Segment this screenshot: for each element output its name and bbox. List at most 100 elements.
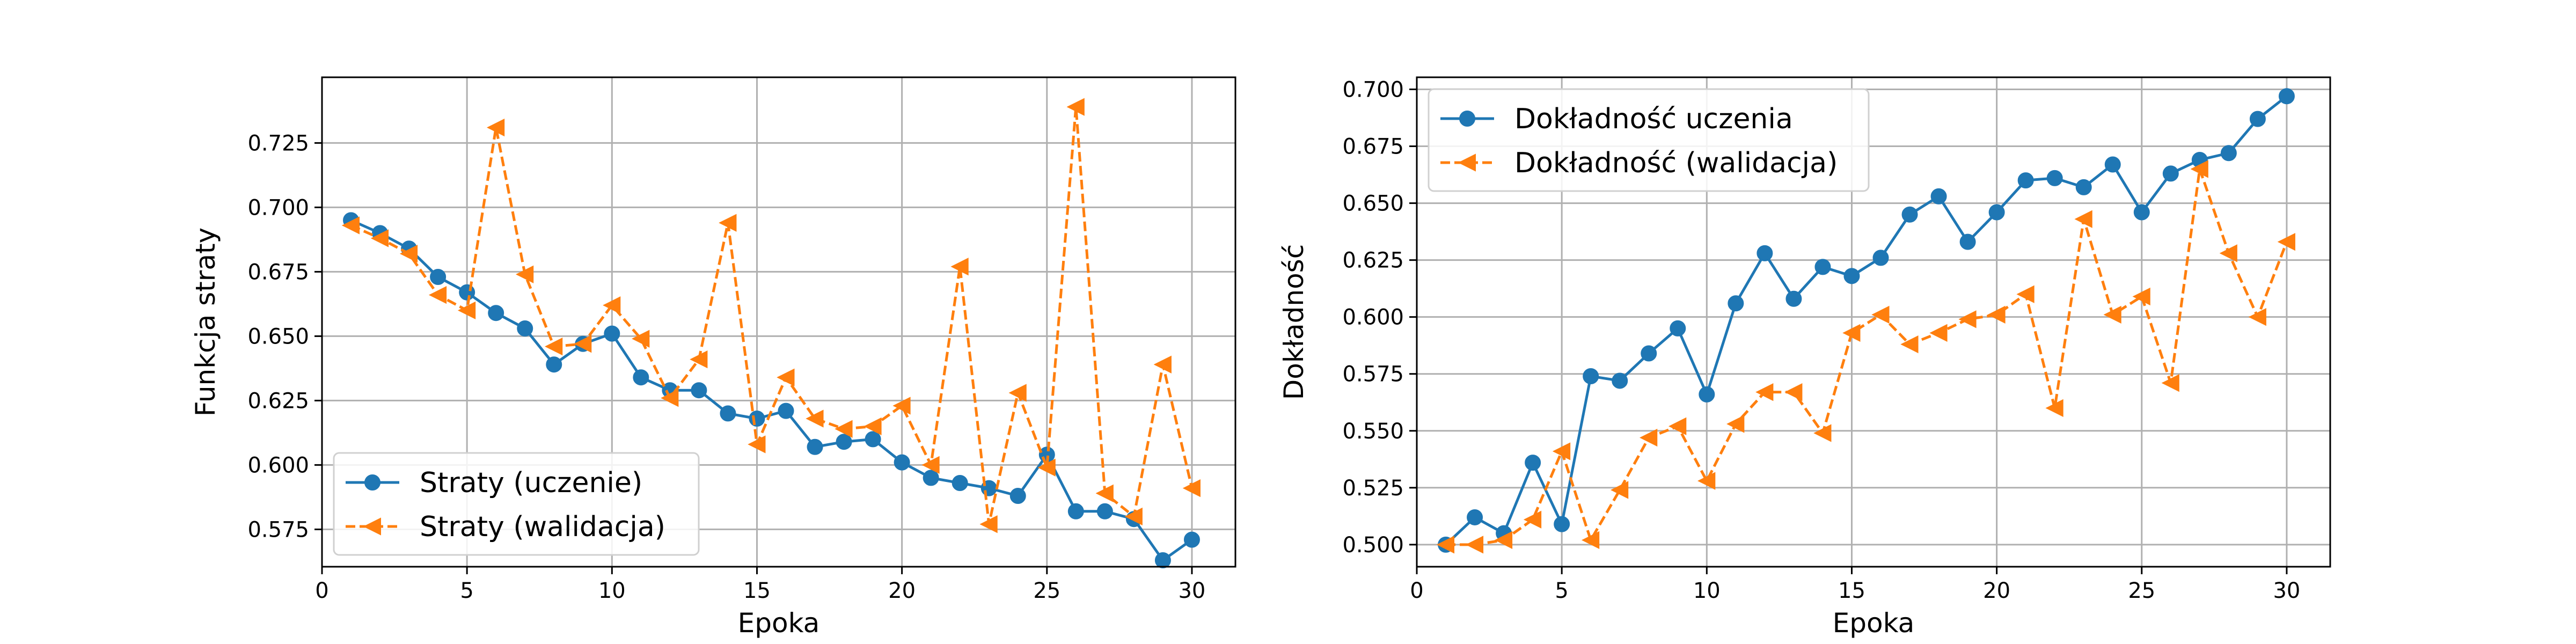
y-axis-label: Dokładność <box>1278 244 1309 400</box>
data-point <box>546 356 562 373</box>
x-tick-label: 5 <box>1555 579 1568 603</box>
legend-box <box>1428 88 1870 192</box>
chart-1: 0 5 10 15 20 25 30 0.575 0.600 0.625 0.650 0.675 0.7… <box>190 76 1236 639</box>
data-point <box>863 417 882 436</box>
data-point <box>720 405 736 422</box>
legend-label: Dokładność (walidacja) <box>1514 147 1838 179</box>
data-point <box>2045 399 2063 417</box>
data-point <box>865 431 881 448</box>
data-point <box>2219 244 2237 262</box>
data-point <box>806 409 824 428</box>
data-point <box>2132 287 2150 306</box>
y-tick-label: 0.650 <box>1342 192 1404 216</box>
data-point <box>748 435 766 453</box>
data-point <box>2190 160 2208 178</box>
y-tick-label: 0.650 <box>247 324 309 349</box>
data-point <box>1843 268 1860 284</box>
data-point <box>719 214 737 232</box>
data-point <box>517 320 533 336</box>
series-2-validation <box>341 98 1201 533</box>
data-point <box>370 229 389 247</box>
data-point <box>1124 507 1143 526</box>
series-line <box>350 105 1194 526</box>
data-point <box>2103 305 2121 324</box>
data-point <box>1554 516 1570 532</box>
data-point <box>1641 345 1657 362</box>
x-tick-label: 15 <box>1838 579 1865 603</box>
x-tick-label: 30 <box>1178 579 1205 603</box>
data-point <box>1436 536 1455 554</box>
data-point <box>1670 320 1686 336</box>
data-point <box>1842 324 1861 342</box>
data-point <box>1901 206 1918 223</box>
legend-swatch-marker <box>364 474 380 491</box>
data-point <box>1872 250 1889 266</box>
data-point <box>691 382 707 399</box>
data-point <box>488 305 504 321</box>
data-point <box>1467 509 1483 525</box>
y-tick-label: 0.625 <box>247 389 309 413</box>
y-tick-label: 0.500 <box>1342 533 1404 558</box>
data-point <box>1523 510 1542 529</box>
x-tick-label: 0 <box>315 579 328 603</box>
data-point <box>1959 233 1976 250</box>
data-point <box>979 515 998 533</box>
data-point <box>2046 170 2063 186</box>
legend: Straty (uczenie) Straty (walidacja) <box>333 452 700 556</box>
y-tick-label: 0.675 <box>1342 135 1404 159</box>
x-tick-label: 20 <box>888 579 916 603</box>
data-point <box>604 325 620 342</box>
y-tick-label: 0.700 <box>247 195 309 220</box>
data-point <box>1066 98 1085 116</box>
data-point <box>1814 259 1831 275</box>
y-tick-label: 0.675 <box>247 260 309 284</box>
plot-frame <box>321 76 1236 568</box>
data-point <box>1610 481 1629 499</box>
data-point <box>892 397 911 415</box>
data-point <box>807 438 823 455</box>
y-tick-label: 0.575 <box>1342 362 1404 387</box>
data-point <box>1096 503 1113 519</box>
y-tick-label: 0.525 <box>1342 476 1404 501</box>
data-point <box>2161 374 2179 392</box>
legend-swatch-marker <box>1459 111 1475 127</box>
y-tick-label: 0.550 <box>1342 419 1404 444</box>
y-tick-label: 0.600 <box>1342 305 1404 330</box>
data-point <box>1154 552 1171 568</box>
data-point <box>1929 324 1948 342</box>
data-point <box>1552 442 1571 460</box>
legend-swatch-marker <box>363 517 381 536</box>
series-2-validation <box>1436 160 2295 554</box>
x-tick-label: 10 <box>598 579 626 603</box>
data-point <box>457 301 476 320</box>
x-tick-label: 0 <box>1410 579 1423 603</box>
data-point <box>1037 458 1056 477</box>
data-point <box>2075 179 2092 195</box>
data-point <box>1785 290 1802 307</box>
legend-swatch-marker <box>1458 153 1476 172</box>
data-point <box>1465 536 1484 554</box>
plot-frame <box>1416 76 2331 568</box>
data-point <box>574 335 592 353</box>
y-tick-label: 0.625 <box>1342 248 1404 273</box>
data-point <box>1699 386 1715 402</box>
data-point <box>921 456 940 474</box>
data-point <box>632 330 650 348</box>
x-axis-label: Epoka <box>738 608 820 639</box>
series-line <box>1446 167 2288 546</box>
y-tick-label: 0.600 <box>247 453 309 478</box>
data-point <box>2162 165 2179 182</box>
data-point <box>2248 308 2266 326</box>
data-point <box>1067 503 1084 519</box>
data-point <box>777 368 795 386</box>
x-tick-label: 25 <box>2128 579 2155 603</box>
data-point <box>894 454 910 471</box>
data-point <box>603 296 621 314</box>
x-tick-label: 20 <box>1983 579 2010 603</box>
data-point <box>1988 204 2005 221</box>
series-1-training <box>1438 88 2295 553</box>
data-point <box>1009 488 1026 504</box>
data-point <box>1183 531 1200 548</box>
x-tick-label: 5 <box>460 579 473 603</box>
